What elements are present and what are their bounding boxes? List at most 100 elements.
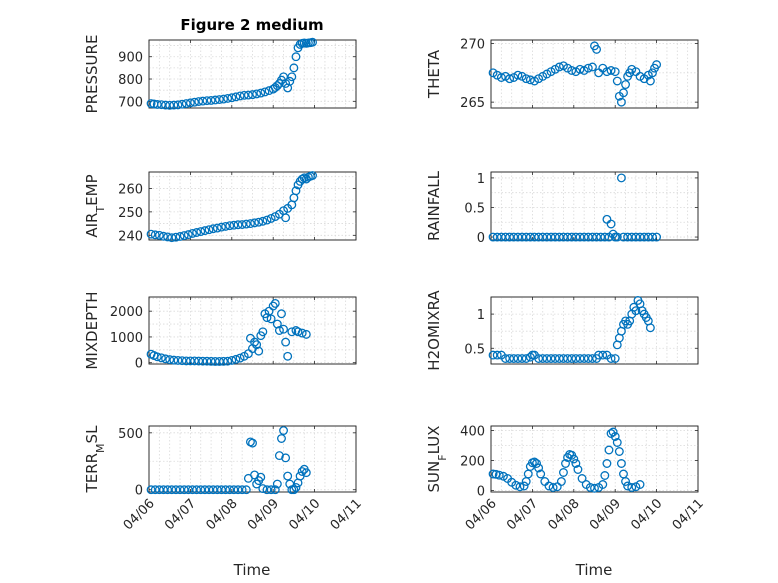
data-point [196,227,206,237]
data-point [652,60,662,70]
x-axis-label-left: Time [233,561,271,579]
y-tick-label: 0.5 [464,201,485,216]
data-point [239,90,249,100]
y-axis-label-sub: T [94,206,107,214]
data-point [159,231,168,241]
data-point [488,350,498,360]
subplot-pressure: 700 800 900 PRESSURE [83,35,357,113]
data-point [610,354,620,363]
data-point [501,354,510,363]
y-axis-label-main: SUN [425,461,443,493]
data-point [221,221,231,231]
data-point [233,220,243,230]
data-point [241,219,251,229]
y-tick-label: 270 [460,38,485,53]
data-point [219,356,228,366]
y-tick-label: 265 [460,96,485,111]
data-point [517,232,527,242]
data-point [554,62,564,72]
axes-box [148,425,357,493]
data-point [291,186,301,196]
data-point [289,485,299,495]
subplots: 700 800 900 PRESSURE 265 270 THETA 240 250 260 AIR… [83,35,707,534]
data-point [229,485,239,495]
data-point [241,485,251,495]
y-tick-label: 400 [460,425,485,440]
data-point [194,97,204,106]
data-point [252,89,262,99]
y-tick-label: 1000 [110,331,143,346]
data-point [623,481,633,491]
data-point [277,309,286,319]
data-point [571,232,581,242]
y-tick-label: 0 [477,485,485,500]
data-point [612,76,622,86]
data-point [567,354,577,363]
data-point [210,95,220,105]
data-point [567,66,577,75]
data-point [258,216,268,226]
data-point [202,96,212,106]
data-point [190,356,199,366]
data-point [214,95,224,104]
data-point [532,459,541,468]
data-point [525,352,535,362]
data-point [517,354,527,363]
data-point [604,445,614,455]
data-point [274,451,284,461]
data-point [534,463,544,473]
data-point [569,454,579,464]
data-point [291,52,301,62]
data-point [192,228,202,237]
axes-box [490,39,699,109]
data-point [270,298,280,308]
data-point [606,219,616,229]
data-point [505,74,515,84]
axes-box [148,171,357,241]
data-point [587,232,597,242]
y-tick-label: 700 [118,95,143,110]
y-axis-label: AIRTEMP [83,174,107,237]
data-point [216,222,226,232]
data-point [175,232,185,241]
y-tick-label: 200 [460,455,485,470]
subplot-h2omixra: 0.5 1 H2OMIXRA [425,290,699,371]
data-point [233,485,243,495]
data-point [210,356,220,366]
y-axis-label-tail: LUX [425,426,443,455]
data-point [279,324,288,334]
data-point [185,356,195,366]
data-point [221,485,231,495]
data-point [571,354,581,363]
data-point [594,350,604,360]
data-point [598,480,608,489]
data-point [602,67,612,77]
data-point [266,213,276,223]
data-point [223,93,233,103]
data-point [621,477,630,486]
data-point [272,479,282,489]
data-point [200,485,210,495]
data-point [206,95,216,105]
data-point [231,354,241,364]
data-point [575,64,585,74]
data-point [254,346,264,356]
data-point [538,232,548,242]
data-point [546,232,556,242]
data-point [188,228,197,238]
data-point [550,354,560,363]
data-point [583,232,593,242]
data-point [231,92,241,102]
data-point [146,485,156,495]
data-point [169,100,179,110]
data-point [513,70,523,80]
data-point [281,337,291,347]
data-point [163,232,173,242]
y-tick-label: 260 [118,182,143,197]
y-tick-label: 0 [135,484,143,499]
data-point [590,483,599,493]
y-tick-label: 1 [477,308,485,323]
data-point [600,471,610,480]
data-point [177,356,187,366]
data-point [583,63,593,73]
